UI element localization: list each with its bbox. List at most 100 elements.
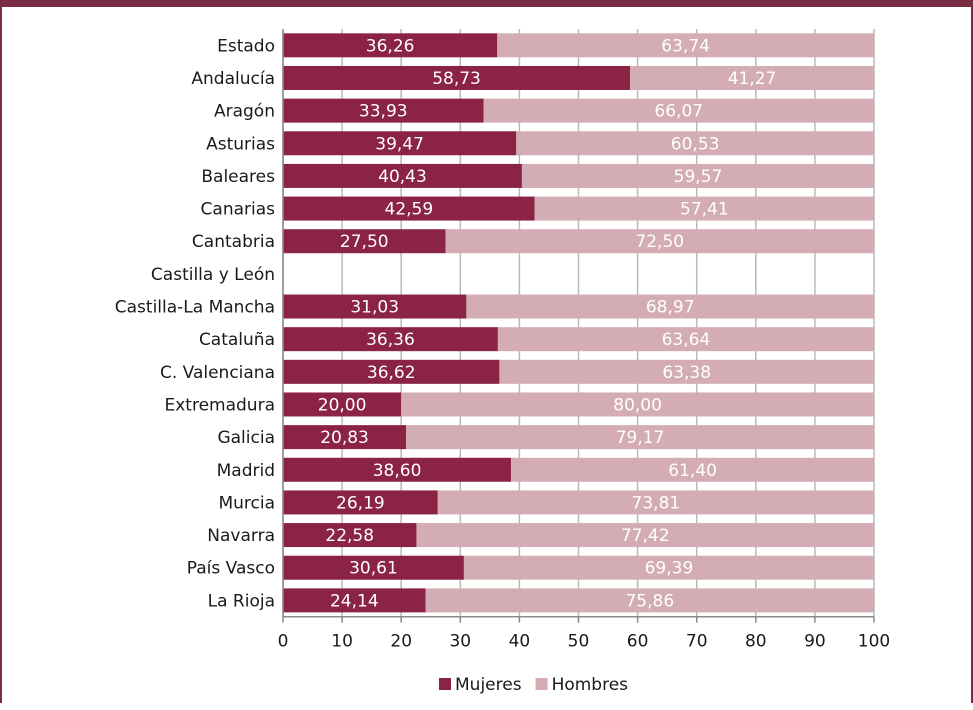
category-label: Castilla y León	[151, 265, 275, 285]
data-label: 58,73	[432, 69, 481, 89]
data-label: 59,57	[674, 167, 723, 187]
bar-hombres	[511, 457, 874, 482]
data-label: 31,03	[350, 298, 399, 318]
data-label: 36,62	[367, 363, 416, 383]
category-label: La Rioja	[208, 591, 275, 611]
bar-mujeres	[283, 196, 535, 221]
legend-label-mujeres: Mujeres	[455, 675, 522, 695]
gridlines	[282, 29, 875, 617]
category-label: Cantabria	[192, 232, 275, 252]
bar-hombres	[630, 65, 874, 90]
data-label: 41,27	[728, 69, 777, 89]
data-label: 20,83	[320, 428, 369, 448]
bar-hombres	[516, 131, 874, 156]
category-label: Extremadura	[165, 395, 276, 415]
data-label: 20,00	[318, 395, 367, 415]
data-label: 73,81	[632, 493, 681, 513]
legend-swatch-mujeres	[439, 678, 451, 690]
bar-hombres	[497, 327, 874, 352]
category-label: Canarias	[201, 200, 276, 220]
bar-hombres	[401, 392, 874, 417]
legend-label-hombres: Hombres	[552, 675, 629, 695]
data-label: 79,17	[616, 428, 665, 448]
data-label: 57,41	[680, 200, 729, 220]
bar-hombres	[466, 294, 874, 319]
data-label: 61,40	[668, 461, 717, 481]
bar-mujeres	[283, 65, 631, 90]
bar-hombres	[521, 163, 874, 188]
category-label: Baleares	[201, 167, 275, 187]
bar-mujeres	[283, 33, 498, 58]
category-labels: Estado Andalucía Aragón Asturias Baleares Can…	[115, 36, 275, 611]
x-tick-label: 80	[745, 632, 767, 652]
stacked-bar-chart: 36,26 63,74 58,73 41,27 33,93 66,07 39,47 60,53…	[115, 29, 890, 695]
bar-mujeres	[283, 555, 464, 580]
bar-hombres	[534, 196, 874, 221]
data-label: 40,43	[378, 167, 427, 187]
bar-hombres	[416, 523, 874, 548]
category-label: Castilla-La Mancha	[115, 298, 275, 318]
bar-hombres	[463, 555, 874, 580]
category-label: Estado	[217, 36, 275, 56]
bar-hombres	[497, 33, 874, 58]
data-label: 24,14	[330, 591, 379, 611]
bar-mujeres	[283, 327, 498, 352]
data-label: 77,42	[621, 526, 670, 546]
category-label: Aragón	[214, 102, 275, 122]
data-label: 42,59	[385, 200, 434, 220]
category-label: C. Valenciana	[160, 363, 275, 383]
x-tick-label: 30	[449, 632, 471, 652]
x-tick-label: 70	[686, 632, 708, 652]
bar-hombres	[499, 359, 874, 384]
data-label: 26,19	[336, 493, 385, 513]
x-tick-label: 60	[627, 632, 649, 652]
data-label: 33,93	[359, 102, 408, 122]
data-label: 38,60	[373, 461, 422, 481]
x-tick-label: 90	[804, 632, 826, 652]
legend: Mujeres Hombres	[439, 675, 628, 695]
bar-mujeres	[283, 131, 517, 156]
bar-mujeres	[283, 163, 522, 188]
x-tick-label: 100	[858, 632, 890, 652]
data-label: 68,97	[646, 298, 695, 318]
bar-mujeres	[283, 392, 402, 417]
bar-mujeres	[283, 359, 500, 384]
bar-mujeres	[283, 425, 407, 450]
bar-hombres	[483, 98, 874, 123]
data-label: 27,50	[340, 232, 389, 252]
category-label: Galicia	[217, 428, 275, 448]
bar-hombres	[425, 588, 874, 613]
bar-hombres	[445, 229, 874, 254]
bar-hombres	[406, 425, 874, 450]
bar-mujeres	[283, 588, 426, 613]
data-label: 63,64	[662, 330, 711, 350]
category-label: País Vasco	[187, 559, 275, 579]
category-label: Murcia	[218, 493, 275, 513]
data-label: 80,00	[613, 395, 662, 415]
bar-mujeres	[283, 98, 484, 123]
x-axis: 0 10 20 30 40 50 60 70 80 90 100	[278, 29, 890, 652]
x-tick-label: 10	[331, 632, 353, 652]
legend-swatch-hombres	[535, 678, 548, 690]
x-tick-label: 20	[390, 632, 412, 652]
category-label: Cataluña	[199, 330, 275, 350]
data-label: 60,53	[671, 134, 720, 154]
x-tick-label: 50	[568, 632, 590, 652]
data-label: 66,07	[654, 102, 703, 122]
data-label: 39,47	[375, 134, 424, 154]
bar-mujeres	[283, 490, 438, 515]
x-tick-label: 40	[509, 632, 531, 652]
data-label: 63,38	[662, 363, 711, 383]
data-label: 72,50	[635, 232, 684, 252]
bar-mujeres	[283, 294, 467, 319]
data-label: 36,26	[366, 36, 415, 56]
data-label: 63,74	[661, 36, 710, 56]
data-label: 30,61	[349, 559, 398, 579]
category-label: Madrid	[217, 461, 275, 481]
data-label: 22,58	[325, 526, 374, 546]
bar-mujeres	[283, 457, 512, 482]
data-label: 69,39	[645, 559, 694, 579]
bar-hombres	[437, 490, 874, 515]
data-label: 36,36	[366, 330, 415, 350]
